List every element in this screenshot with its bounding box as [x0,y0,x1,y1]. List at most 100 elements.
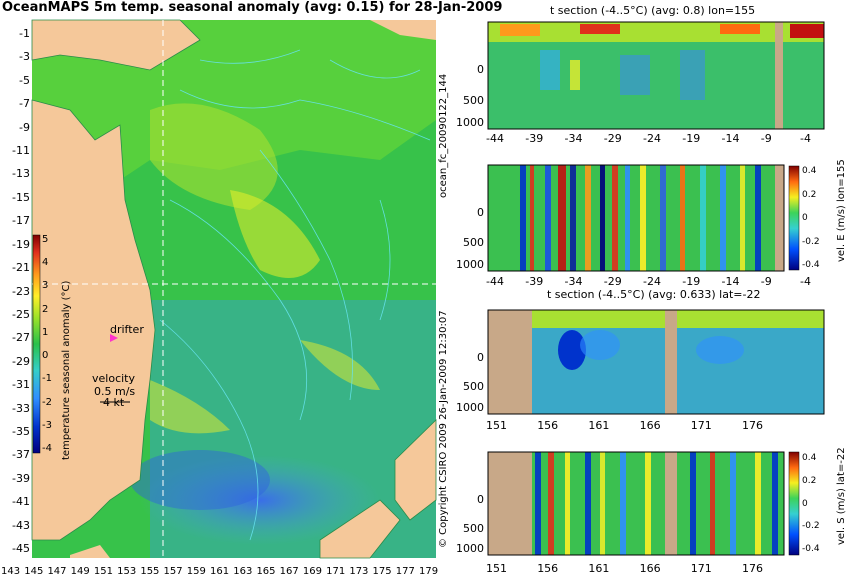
section-x-tick: -34 [564,275,583,288]
section-x-tick: 176 [742,419,763,432]
map-y-tick: -5 [19,73,30,87]
section-y-tick: 500 [463,236,484,250]
section-x-tick: -19 [682,275,701,288]
section-x-tick: -14 [721,132,740,145]
map-y-tick: -9 [19,120,30,134]
vel-s-label: vel. S (m/s) lat=-22 [836,447,847,545]
copyright-label: © Copyright CSIRO 2009 26-Jan-2009 12:30… [438,310,449,548]
vel-colorbar-tick: -0.4 [802,260,820,270]
map-y-tick: -39 [12,471,30,485]
section-x-tick: 156 [537,419,559,432]
temp-colorbar-tick: 2 [42,303,49,315]
temp-colorbar-tick: -4 [42,443,52,454]
map-x-tick: 165 [256,566,276,577]
map-y-tick: -1 [19,27,30,40]
section-y-tick: 1000 [456,116,484,129]
section-x-tick: -34 [564,132,583,145]
new-zealand-north-land [394,419,437,521]
tasmania-land [70,545,110,558]
section-x-tick: -39 [525,132,544,145]
section-x-tick: -44 [486,132,504,145]
section-x-tick: -14 [721,275,740,288]
australia-land [31,99,156,541]
map-x-tick: 177 [395,566,415,577]
map-x-tick: 161 [210,566,230,577]
section-y-tick: 500 [463,93,484,107]
map-y-tick: -3 [19,50,30,64]
section-1-title: t section (-4..5°C) (avg: 0.8) lon=155 [550,4,756,17]
map-x-tick: 179 [419,566,439,577]
map-y-tick: -45 [12,542,30,555]
section-3-plot [487,309,825,415]
temp-colorbar-label: temperature seasonal anomaly (°C) [61,280,72,460]
map-x-tick: 149 [70,566,90,577]
map-plot [31,19,437,559]
drifter-label: drifter [110,323,144,336]
section-x-tick: -24 [643,132,661,145]
map-y-tick: -29 [12,354,30,368]
temp-colorbar [32,234,41,454]
map-x-tick: 157 [163,566,183,577]
map-x-tick: 175 [372,566,392,577]
section-y-tick: 0 [477,206,484,219]
new-zealand-south-land [319,499,401,559]
drifter-marker [110,334,118,342]
map-x-tick: 169 [302,566,322,577]
section-x-tick: -44 [486,275,504,288]
map-x-tick: 173 [349,566,369,577]
section-y-tick: 1000 [456,401,484,414]
section-y-tick: 0 [477,493,484,506]
forecast-id-label: ocean_fc_20090122_144 [438,73,449,198]
section-y-tick: 0 [477,351,484,364]
section-y-tick: 500 [463,521,484,535]
section-x-tick: 171 [690,419,712,432]
section-x-tick: -4 [800,275,811,288]
temp-colorbar-tick: 1 [42,326,49,338]
section-x-tick: 151 [486,419,507,432]
vel-colorbar-tick: 0 [802,498,808,509]
map-y-tick: -31 [12,378,30,392]
section-x-tick: -19 [682,132,701,145]
vel-e-label: vel. E (m/s) lon=155 [836,159,847,262]
map-y-tick: -25 [12,307,30,321]
map-y-tick: -17 [12,214,30,228]
temp-colorbar-tick: 4 [42,257,49,269]
map-y-tick: -7 [19,97,30,111]
vel-colorbar-tick: -0.2 [802,521,820,532]
new-guinea-land [31,19,201,71]
map-y-tick: -15 [12,190,30,204]
map-y-tick: -41 [12,495,30,509]
section-y-tick: 500 [463,380,484,394]
bathymetry-contours [159,49,431,541]
section-3-title: t section (-4..5°C) (avg: 0.633) lat=-22 [547,288,761,301]
section-x-tick: -29 [603,275,622,288]
temp-colorbar-tick: 0 [42,350,49,362]
map-y-tick: -35 [12,424,30,438]
map-y-tick: -27 [12,331,30,345]
map-x-tick: 155 [140,566,160,577]
vel-colorbar-tick: 0 [802,213,808,223]
section-x-tick: 161 [588,562,610,575]
map-y-tick: -11 [12,144,30,158]
map-y-tick: -13 [12,167,30,181]
velocity-value: 0.5 m/s [94,385,136,398]
section-1-plot [487,21,825,130]
map-x-tick: 171 [326,566,346,577]
temp-colorbar-tick: 3 [42,280,49,292]
vel-colorbar-tick: 0.4 [802,453,817,463]
map-x-tick: 153 [117,566,137,577]
section-x-tick: -39 [525,275,544,288]
section-x-tick: 166 [639,419,661,432]
section-x-tick: 171 [690,562,712,575]
map-x-tick: 163 [233,566,253,577]
map-y-tick: -43 [12,518,30,532]
section-x-tick: -24 [643,275,661,288]
vel-colorbar-tick: -0.2 [802,236,820,247]
section-x-tick: -4 [800,132,811,145]
map-title: OceanMAPS 5m temp. seasonal anomaly (avg… [2,0,503,15]
vel-colorbar-tick: 0.4 [802,166,817,176]
temp-colorbar-tick: -1 [42,373,52,385]
velocity-label: velocity [92,372,135,385]
map-x-tick: 159 [186,566,206,577]
section-x-tick: 156 [537,562,559,575]
